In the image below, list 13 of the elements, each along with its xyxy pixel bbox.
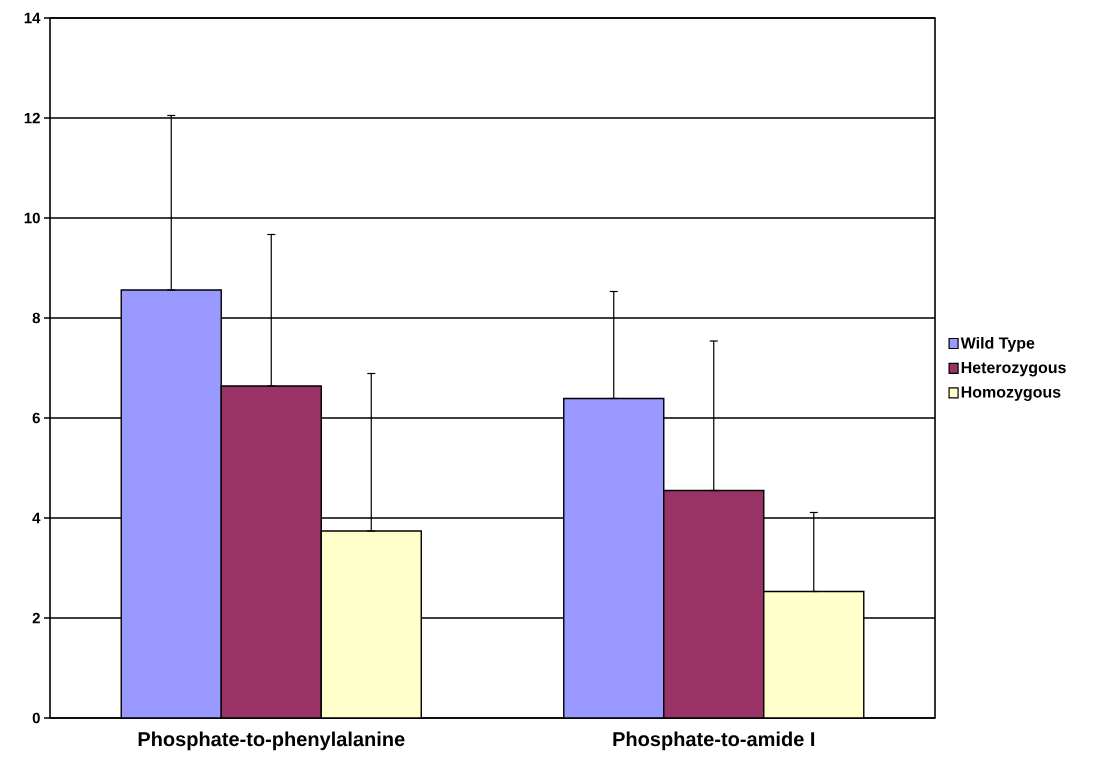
y-tick-label: 6 bbox=[32, 412, 40, 424]
x-tick-label: Phosphate-to-amide I bbox=[613, 731, 815, 751]
y-tick-label: 0 bbox=[32, 712, 40, 724]
y-tick-label: 12 bbox=[24, 112, 40, 124]
y-tick-label: 8 bbox=[32, 312, 40, 324]
legend-label: Homozygous bbox=[961, 386, 1061, 401]
y-tick-label: 10 bbox=[24, 212, 40, 224]
y-tick-label: 14 bbox=[24, 12, 41, 24]
legend-label: Wild Type bbox=[960, 336, 1035, 352]
y-tick-label: 4 bbox=[32, 512, 41, 524]
legend-label: Heterozygous bbox=[961, 362, 1066, 377]
x-tick-label: Phosphate-to-phenylalanine bbox=[138, 731, 405, 751]
y-tick-label: 2 bbox=[32, 612, 40, 624]
